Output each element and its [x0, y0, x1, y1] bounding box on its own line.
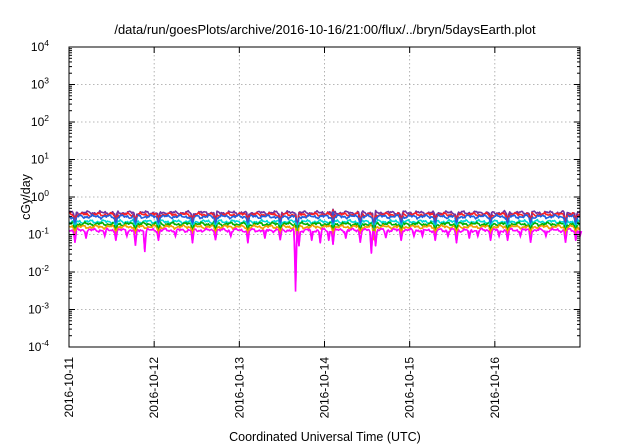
- chart-title: /data/run/goesPlots/archive/2016-10-16/2…: [114, 22, 536, 37]
- series-dip: [420, 230, 425, 240]
- series-dip: [357, 227, 363, 234]
- series-dip: [293, 231, 298, 292]
- series-dip: [496, 230, 502, 240]
- series-dip: [398, 227, 404, 236]
- series-dip: [190, 230, 195, 243]
- y-tick-label: 102: [31, 113, 49, 129]
- series-dip: [296, 230, 302, 246]
- series-dip: [309, 230, 315, 241]
- series-dip: [124, 230, 130, 240]
- series-dip: [133, 227, 138, 234]
- x-tick-label: 2016-10-12: [147, 357, 161, 419]
- series-dip: [113, 227, 119, 234]
- series-dip: [245, 227, 251, 234]
- series-dip: [411, 230, 417, 240]
- y-tick-label: 10-4: [28, 338, 49, 354]
- series-dip: [467, 230, 472, 239]
- series-dip: [432, 230, 438, 241]
- y-tick-label: 10-3: [28, 301, 49, 317]
- y-tick-label: 103: [31, 76, 49, 92]
- series-line: [68, 218, 581, 235]
- x-tick-labels: 2016-10-11 2016-10-12 2016-10-13 2016-10-14…: [62, 357, 502, 419]
- y-tick-label: 10-1: [28, 226, 49, 242]
- series-dip: [369, 231, 374, 254]
- series-layer: [68, 208, 583, 292]
- series-dip: [563, 227, 568, 236]
- x-tick-label: 2016-10-14: [318, 357, 332, 419]
- y-tick-label: 10-2: [28, 263, 49, 279]
- ticks: [68, 46, 580, 348]
- y-tick-label: 101: [31, 151, 49, 167]
- series-dip: [330, 230, 336, 245]
- series-dip: [373, 230, 378, 246]
- series-dip: [343, 230, 349, 239]
- series-dip: [445, 230, 451, 240]
- series-dip: [383, 230, 389, 239]
- series-dip: [262, 230, 268, 239]
- x-axis-label: Coordinated Universal Time (UTC): [229, 430, 421, 444]
- series-dip: [505, 227, 510, 234]
- series-dip: [518, 230, 523, 240]
- series-dip: [190, 227, 195, 234]
- x-tick-label: 2016-10-15: [403, 357, 417, 419]
- series-dip: [573, 227, 579, 234]
- series-dip: [102, 230, 108, 240]
- series-line: [68, 211, 581, 230]
- y-tick-label: 104: [31, 38, 49, 54]
- series-dip: [528, 227, 533, 236]
- series-dip: [277, 230, 283, 241]
- series-dip: [488, 230, 493, 241]
- series-dip: [83, 230, 89, 239]
- series-dip: [113, 230, 119, 241]
- series-dip: [528, 230, 533, 243]
- series-line: [68, 227, 581, 283]
- series-dip: [277, 227, 283, 236]
- series-dip: [156, 230, 161, 241]
- x-tick-label: 2016-10-13: [232, 357, 246, 419]
- series-line: [68, 221, 581, 237]
- y-axis-label: cGy/day: [19, 173, 33, 220]
- series-dip: [326, 230, 332, 241]
- y-tick-label: 100: [31, 188, 49, 204]
- series-dip: [317, 230, 323, 243]
- series-dip: [245, 230, 251, 243]
- series-dip: [357, 230, 363, 243]
- series-dip: [454, 230, 459, 243]
- series-dip: [142, 231, 148, 253]
- series-dip: [505, 230, 510, 241]
- series-dip: [543, 230, 549, 240]
- series-dip: [156, 227, 161, 236]
- x-tick-label: 2016-10-16: [488, 357, 502, 419]
- y-tick-labels: 10-4 10-3 10-2 10-1 100 101 102 103 104: [28, 38, 49, 354]
- series-dip: [488, 227, 493, 236]
- series-dip: [454, 227, 459, 236]
- series-dip: [228, 230, 234, 240]
- series-dip: [72, 227, 78, 236]
- series-dip: [398, 230, 404, 241]
- series-dip: [173, 230, 178, 240]
- series-dip: [213, 230, 218, 241]
- x-tick-label: 2016-10-11: [62, 357, 76, 418]
- series-dip: [563, 230, 568, 243]
- series-dip: [330, 227, 336, 236]
- series-dip: [432, 227, 438, 234]
- series-dip: [213, 227, 218, 236]
- series-dip: [133, 230, 138, 246]
- grid: [69, 47, 580, 347]
- series-dip: [475, 230, 481, 240]
